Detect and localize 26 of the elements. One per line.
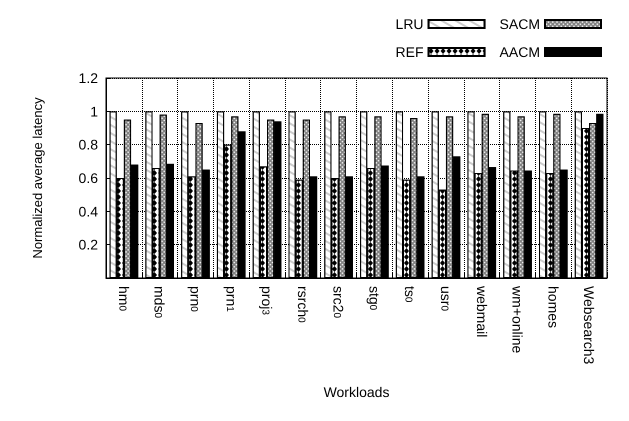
x-tick-label: src20: [330, 286, 347, 318]
y-axis-title: Normalized average latency: [30, 96, 45, 259]
x-tick-label: wm+online: [510, 285, 526, 354]
x-tick-label: usr0: [438, 286, 454, 312]
x-tick-label: ts0: [402, 286, 418, 303]
x-tick-label: prn1: [223, 286, 240, 312]
x-tick-label: stg0: [366, 286, 382, 311]
x-tick-label: Websearch3: [581, 286, 598, 365]
x-tick-label: prn0: [187, 286, 204, 312]
legend-label: LRU: [396, 16, 424, 32]
x-tick-label: hm0: [116, 286, 132, 312]
x-tick-label: homes: [545, 286, 562, 328]
x-tick-label: proj3: [259, 286, 276, 316]
y-tick-label: 0.2: [78, 236, 98, 253]
y-tick-label: 0.6: [78, 170, 98, 186]
x-tick-label: webmail: [474, 285, 490, 338]
x-axis-title: Workloads: [324, 384, 390, 400]
y-tick-label: 1.2: [78, 70, 98, 86]
y-tick-label: 0.8: [78, 136, 98, 153]
legend-label: REF: [396, 44, 424, 60]
x-tick-label: rsrch0: [294, 286, 311, 324]
legend-label: SACM: [500, 16, 540, 32]
y-tick-label: 1: [90, 103, 98, 120]
y-tick-label: 0.4: [78, 203, 98, 220]
legend-label: AACM: [500, 44, 540, 60]
x-tick-label: mds0: [152, 286, 168, 318]
